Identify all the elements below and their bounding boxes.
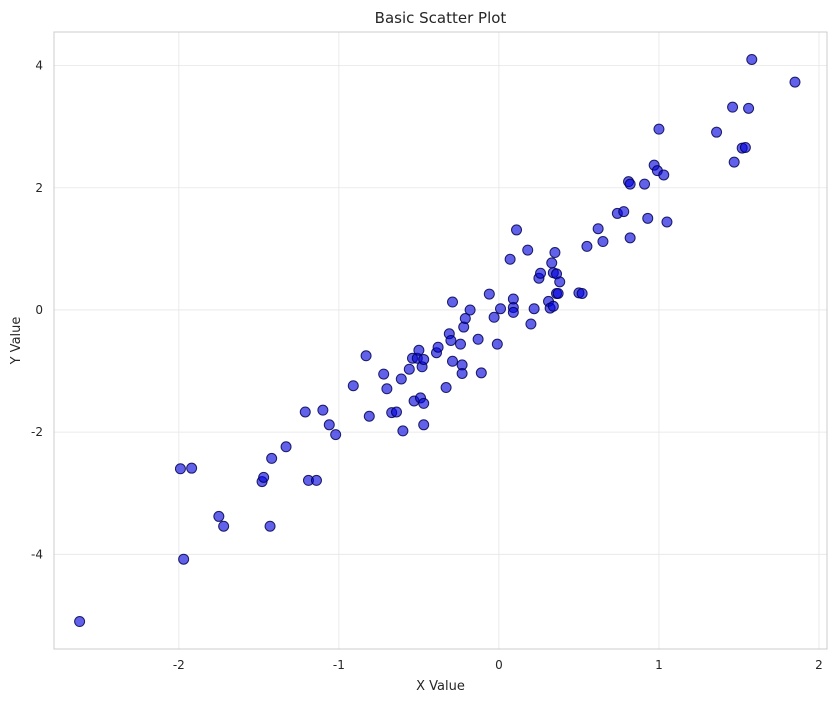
data-point <box>576 287 588 299</box>
data-point <box>317 404 329 416</box>
chart-title: Basic Scatter Plot <box>375 9 507 27</box>
data-point <box>491 338 503 350</box>
data-point <box>347 380 359 392</box>
y-tick-label: 4 <box>35 59 43 73</box>
data-point <box>378 368 390 380</box>
data-point <box>418 419 430 431</box>
data-point <box>554 276 566 288</box>
data-point <box>727 101 739 113</box>
data-point <box>395 373 407 385</box>
data-point <box>264 520 276 532</box>
data-point <box>418 353 430 365</box>
data-point <box>743 102 755 114</box>
data-point <box>299 406 311 418</box>
data-point <box>360 350 372 362</box>
data-point <box>397 425 409 437</box>
x-tick-label: 2 <box>815 658 823 672</box>
data-point <box>456 367 468 379</box>
data-point <box>739 141 751 153</box>
data-point <box>363 410 375 422</box>
data-point <box>624 178 636 190</box>
data-point <box>525 318 537 330</box>
x-axis-label: X Value <box>416 679 465 694</box>
data-points <box>74 53 801 628</box>
data-point <box>381 383 393 395</box>
data-point <box>488 311 500 323</box>
data-point <box>447 296 459 308</box>
data-point <box>642 212 654 224</box>
data-point <box>413 344 425 356</box>
x-tick-labels: -2 -1 0 1 2 <box>173 658 823 672</box>
data-point <box>390 406 402 418</box>
data-point <box>178 553 190 565</box>
data-point <box>445 335 457 346</box>
data-point <box>661 216 673 228</box>
data-point <box>218 520 230 532</box>
data-point <box>789 76 801 88</box>
data-point <box>535 267 547 279</box>
data-point <box>280 441 292 453</box>
data-point <box>455 338 467 350</box>
data-point <box>213 510 225 522</box>
data-point <box>624 232 636 244</box>
data-point <box>711 126 723 138</box>
data-point <box>592 223 604 235</box>
data-point <box>547 300 559 312</box>
data-point <box>746 53 758 65</box>
x-tick-label: 0 <box>495 658 503 672</box>
data-point <box>74 616 86 628</box>
plot-area <box>53 31 828 650</box>
data-point <box>323 419 335 431</box>
data-point <box>618 206 630 218</box>
data-point <box>658 169 670 181</box>
data-point <box>639 178 651 190</box>
x-tick-label: 1 <box>655 658 663 672</box>
data-point <box>511 224 523 236</box>
data-point <box>418 397 430 409</box>
data-point <box>522 244 534 256</box>
data-point <box>549 247 561 259</box>
x-tick-label: -2 <box>173 658 185 672</box>
data-point <box>495 303 507 315</box>
data-point <box>464 304 476 316</box>
data-point <box>403 363 415 375</box>
data-point <box>266 452 278 464</box>
data-point <box>728 156 740 168</box>
data-point <box>581 240 593 252</box>
data-point <box>528 303 540 315</box>
grid-lines <box>54 32 827 649</box>
data-point <box>475 367 487 379</box>
y-tick-label: -2 <box>31 425 43 439</box>
data-point <box>504 253 516 265</box>
y-axis-label: Y Value <box>9 317 24 366</box>
data-point <box>440 382 452 394</box>
y-tick-label: 0 <box>35 303 43 317</box>
data-point <box>546 257 558 269</box>
data-point <box>552 287 564 299</box>
data-point <box>186 462 198 474</box>
data-point <box>459 313 471 325</box>
x-tick-label: -1 <box>333 658 345 672</box>
data-point <box>472 333 484 345</box>
y-tick-label: 2 <box>35 181 43 195</box>
y-tick-label: -4 <box>31 547 43 561</box>
data-point <box>174 463 186 475</box>
data-point <box>507 306 519 318</box>
y-tick-labels: -4 -2 0 2 4 <box>31 59 43 562</box>
data-point <box>432 341 444 353</box>
data-point <box>258 471 270 483</box>
data-point <box>447 355 459 367</box>
data-point <box>653 123 665 135</box>
data-point <box>597 236 609 248</box>
data-point <box>483 288 495 300</box>
data-point <box>310 474 322 486</box>
data-point <box>330 429 342 441</box>
